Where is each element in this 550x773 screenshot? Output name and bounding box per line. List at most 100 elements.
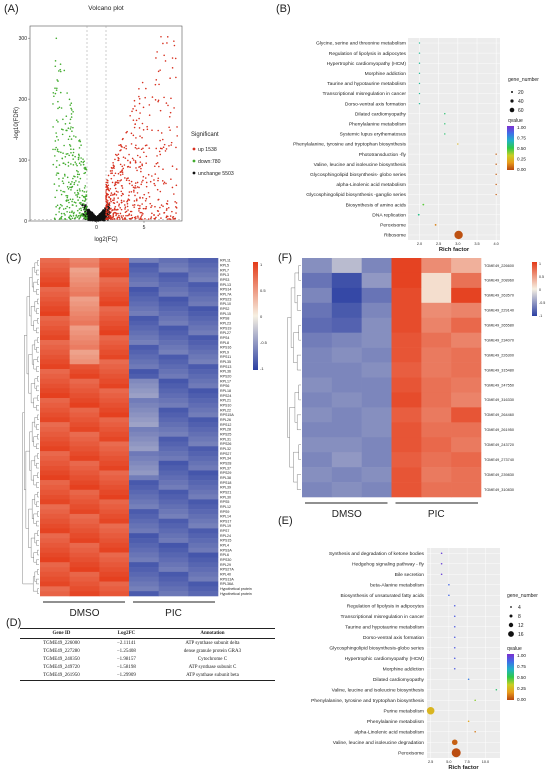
heatmap-c-cell xyxy=(69,489,100,495)
heatmap-c-cell xyxy=(188,504,219,510)
heatmap-c-cell xyxy=(40,475,70,481)
volcano-point-down xyxy=(80,160,83,163)
heatmap-c-row-label: Hypothetical protein xyxy=(220,592,252,596)
heatmap-c-dendrogram-branch xyxy=(37,511,39,517)
volcano-point-up xyxy=(134,160,137,162)
kegg-b-xtick-label: 2.5 xyxy=(436,242,441,246)
volcano-point-up xyxy=(121,173,124,175)
heatmap-c-cell xyxy=(40,533,70,539)
heatmap-c-cell xyxy=(158,475,189,481)
table-cell: TGME49_261950 xyxy=(20,671,103,681)
heatmap-c-row-label: RPS25 xyxy=(220,433,231,437)
volcano-point-up xyxy=(119,171,122,174)
volcano-point-down xyxy=(78,208,81,210)
heatmap-c-cell xyxy=(69,504,100,510)
volcano-point-up xyxy=(108,204,111,207)
heatmap-c-cell xyxy=(99,557,130,563)
heatmap-c-cell xyxy=(40,451,70,457)
kegg-e-point xyxy=(453,646,456,649)
heatmap-c-cell xyxy=(99,455,130,462)
heatmap-c-row-label: RPL30 xyxy=(220,495,231,499)
heatmap-c-dendrogram-branch xyxy=(30,537,35,558)
volcano-point-up xyxy=(173,107,175,109)
heatmap-c-cell xyxy=(129,552,159,558)
kegg-b-size-legend-marker xyxy=(509,107,515,113)
kegg-e-size-legend-marker xyxy=(508,622,514,628)
heatmap-f-dendrogram-branch xyxy=(298,384,301,401)
kegg-b-category-label: Systemic lupus erythematosus xyxy=(340,132,407,138)
kegg-e-category-label: alpha-Linolenic acid metabolism xyxy=(354,729,424,735)
volcano-point-up xyxy=(125,214,127,217)
volcano-point-up xyxy=(147,218,150,220)
volcano-point-down xyxy=(57,100,59,103)
volcano-point-up xyxy=(156,162,159,164)
volcano-point-up xyxy=(105,194,108,197)
heatmap-c-cell xyxy=(99,451,130,457)
volcano-point-up xyxy=(139,205,141,207)
volcano-point-up xyxy=(112,162,114,164)
volcano-point-up xyxy=(140,211,143,214)
volcano-ytick-label: 200 xyxy=(19,97,28,103)
heatmap-c-row-label: RPS3 xyxy=(220,278,229,282)
heatmap-c-cell xyxy=(69,586,100,592)
volcano-legend-label: up 1538 xyxy=(198,147,217,153)
heatmap-f-cell xyxy=(421,482,452,498)
volcano-point-up xyxy=(114,208,116,211)
kegg-b-category-label: Dorso-ventral axis formation xyxy=(345,101,406,107)
heatmap-f-cell xyxy=(361,272,392,289)
heatmap-f-cell xyxy=(331,467,362,483)
heatmap-c-cell xyxy=(158,567,189,573)
heatmap-c-row-label: RPS27 xyxy=(220,452,231,456)
heatmap-c-dendrogram-branch xyxy=(37,376,39,382)
heatmap-f-cell xyxy=(391,392,422,408)
heatmap-c-cell xyxy=(40,330,70,336)
heatmap-c-colorbar xyxy=(253,262,258,370)
volcano-point-up xyxy=(108,208,111,211)
volcano-point-up xyxy=(106,206,109,209)
volcano-point-up xyxy=(159,69,161,71)
heatmap-f-cell xyxy=(331,258,362,274)
heatmap-c-cell xyxy=(99,340,130,346)
volcano-point-down xyxy=(78,162,81,164)
kegg-e-xtick-label: 5.0 xyxy=(446,760,451,764)
volcano-point-up xyxy=(118,214,120,217)
heatmap-f-cell xyxy=(302,272,333,289)
volcano-point-up xyxy=(130,190,133,193)
kegg-e-category-label: beta-Alanine metabolism xyxy=(370,582,424,588)
heatmap-f-cell xyxy=(421,452,452,468)
volcano-point-down xyxy=(68,135,71,138)
volcano-point-up xyxy=(145,185,148,188)
volcano-point-down xyxy=(60,193,63,196)
heatmap-c-cell xyxy=(99,489,130,495)
heatmap-c-dendrogram-branch xyxy=(37,491,39,498)
heatmap-c-dendrogram-branch xyxy=(37,453,39,459)
volcano-point-up xyxy=(133,191,135,193)
volcano-point-down xyxy=(73,201,76,203)
volcano-point-down xyxy=(66,186,69,188)
volcano-point-up xyxy=(176,135,179,137)
heatmap-c-cell xyxy=(188,557,219,563)
volcano-point-up xyxy=(135,119,138,122)
heatmap-c-cell xyxy=(99,504,130,510)
heatmap-c-cell xyxy=(99,446,130,452)
volcano-point-down xyxy=(85,191,88,193)
heatmap-c-cell xyxy=(158,277,189,283)
heatmap-f-cell xyxy=(361,437,392,453)
heatmap-c-cell xyxy=(99,262,130,268)
volcano-point-down xyxy=(66,152,69,155)
heatmap-c-cell xyxy=(188,267,219,273)
heatmap-c-cell xyxy=(188,412,219,418)
heatmap-f-cell xyxy=(302,467,333,483)
table-row: TGME49_226000 −2.11141 ATP synthase subu… xyxy=(20,639,275,648)
heatmap-c-cell xyxy=(99,311,130,317)
heatmap-c-cell xyxy=(188,571,219,577)
heatmap-c-cell xyxy=(129,330,159,336)
heatmap-f-cell xyxy=(451,287,482,304)
heatmap-c-cell xyxy=(158,325,189,331)
volcano-point-down xyxy=(56,135,58,138)
volcano-point-down xyxy=(69,214,72,217)
volcano-point-up xyxy=(155,147,158,150)
volcano-point-up xyxy=(158,213,161,215)
heatmap-f-cell xyxy=(391,317,422,333)
heatmap-c-cell xyxy=(40,282,70,288)
